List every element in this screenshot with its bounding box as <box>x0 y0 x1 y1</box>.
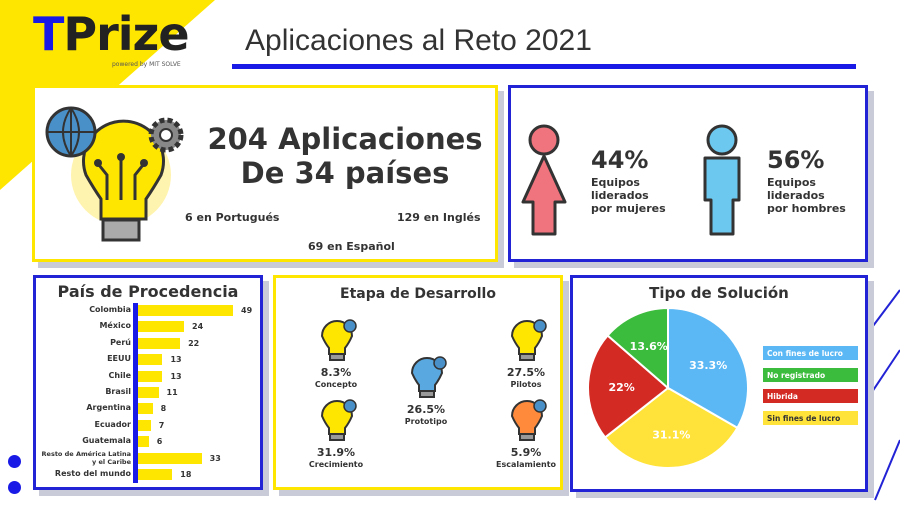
tprize-logo: TPrize <box>33 7 190 61</box>
total-applications: 204 Aplicaciones <box>207 122 483 156</box>
pie-slice <box>603 386 739 469</box>
pie-label: 22% <box>608 381 634 394</box>
stage-label: Prototipo <box>404 417 448 426</box>
bar-axis <box>133 303 138 483</box>
bar-value: 13 <box>170 371 182 381</box>
bar <box>137 305 234 316</box>
bar <box>137 452 202 464</box>
blueprint-pencil-icon <box>406 353 448 403</box>
stage-percentage: 8.3% <box>320 366 352 379</box>
pie-slice <box>667 306 749 430</box>
bar-label: México <box>99 321 131 331</box>
bar <box>137 469 173 480</box>
bar-label: Resto de América Latina y el Caribe <box>41 449 131 466</box>
pie-slice <box>587 334 670 439</box>
english-count: 129 en Inglés <box>397 211 481 224</box>
stage-percentage: 31.9% <box>316 446 356 459</box>
country-chart-card: País de Procedencia Colombia 49 México 24 Pe… <box>33 275 263 490</box>
stage-label: Concepto <box>314 380 358 389</box>
bar <box>137 337 181 349</box>
women-label: Equipos liderados por mujeres <box>591 176 666 215</box>
stage-label: Escalamiento <box>495 460 557 469</box>
bar-value: 22 <box>188 338 200 348</box>
country-chart-title: País de Procedencia <box>57 282 239 301</box>
pie-label: 31.1% <box>652 428 690 441</box>
bar <box>137 370 163 382</box>
legend-item: No registrado <box>763 367 858 382</box>
legend-item: Sin fines de lucro <box>763 410 858 425</box>
powered-by: powered by MIT SOLVE <box>112 61 181 68</box>
pie-slice <box>606 306 669 391</box>
bar-label: Colombia <box>89 305 131 314</box>
bar-label: Guatemala <box>82 436 131 446</box>
bar-value: 11 <box>166 388 178 397</box>
pie-label: 33.3% <box>689 359 727 372</box>
rocket-icon <box>506 396 548 446</box>
portuguese-count: 6 en Portugués <box>185 211 280 224</box>
bar-value: 49 <box>241 306 253 315</box>
legend-item: Con fines de lucro <box>763 346 858 360</box>
men-label: Equipos liderados por hombres <box>767 176 846 215</box>
bar-label: Argentina <box>86 403 131 413</box>
bar-value: 18 <box>180 470 192 479</box>
countries-count: De 34 países <box>240 156 450 190</box>
bar-label: Resto del mundo <box>54 469 131 478</box>
stage-label: Crecimiento <box>308 460 364 469</box>
bar <box>137 403 153 415</box>
bar <box>137 419 151 431</box>
bar-label: Ecuador <box>94 419 131 429</box>
legend-item: Hibrida <box>763 389 858 403</box>
pie-label: 13.6% <box>630 340 668 353</box>
lightbulb-globe-icon <box>316 316 358 366</box>
lightbulb-globe-gear-icon <box>45 106 184 242</box>
bar-label: Brasil <box>105 387 131 396</box>
bar <box>137 354 163 366</box>
solution-pie-chart: 33.3% 31.1% 22% 13.6% <box>587 306 749 469</box>
bar-value: 8 <box>160 404 167 414</box>
lightbulb-gear-icon <box>506 316 548 366</box>
stage-title: Etapa de Desarrollo <box>340 286 496 302</box>
bar <box>137 387 159 398</box>
bar-value: 6 <box>156 437 163 447</box>
bar <box>137 436 149 448</box>
stage-percentage: 5.9% <box>510 446 542 459</box>
lightbulb-plant-icon <box>316 396 358 446</box>
bar-value: 13 <box>170 355 182 365</box>
title-underline <box>232 64 856 69</box>
stage-card: Etapa de Desarrollo 8.3% Concepto 27.5% Pil… <box>273 275 563 490</box>
bar <box>137 321 185 333</box>
stage-label: Pilotos <box>510 380 542 389</box>
decorative-dot <box>8 455 21 468</box>
woman-icon <box>521 124 567 236</box>
bar-label: Perú <box>110 337 131 347</box>
spanish-count: 69 en Español <box>308 240 395 253</box>
solution-chart-title: Tipo de Solución <box>649 284 789 302</box>
bar-label: Chile <box>108 370 131 380</box>
decorative-dot <box>8 481 21 494</box>
man-icon <box>703 124 741 236</box>
bar-value: 33 <box>209 453 221 463</box>
bar-label: EEUU <box>107 354 131 364</box>
bar-value: 24 <box>192 322 204 332</box>
women-percentage: 44% <box>591 146 649 174</box>
men-percentage: 56% <box>767 146 825 174</box>
page-title: Aplicaciones al Reto 2021 <box>245 24 592 57</box>
summary-card: 204 Aplicaciones De 34 países 6 en Portu… <box>32 85 498 262</box>
stage-percentage: 26.5% <box>406 403 446 416</box>
gender-card: 44% Equipos liderados por mujeres 56% Equi… <box>508 85 868 262</box>
stage-percentage: 27.5% <box>506 366 546 379</box>
bar-value: 7 <box>158 420 165 430</box>
